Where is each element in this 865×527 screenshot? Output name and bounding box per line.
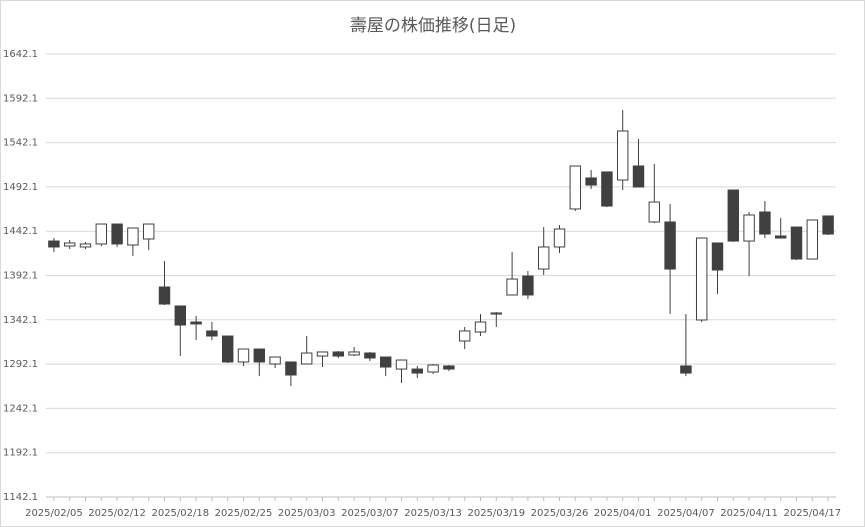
y-tick-label: 1192.1 [3,448,38,459]
x-tick-label: 2025/02/18 [151,508,209,519]
x-tick-label: 2025/02/05 [25,508,83,519]
candle-body [206,330,218,337]
x-tick-label: 2025/03/03 [278,508,336,519]
candle-body [632,165,645,188]
x-tick-label: 2025/03/07 [341,508,399,519]
candle-body [348,351,360,356]
x-tick-label: 2025/04/11 [720,508,778,519]
candle-body [127,227,139,246]
candle-body [506,278,518,296]
candle-body [490,312,503,315]
candle-body [680,365,692,374]
candle-body [585,177,597,186]
x-tick-label: 2025/02/12 [88,508,146,519]
candle-body [522,275,534,296]
y-tick-label: 1542.1 [3,138,38,149]
y-tick-label: 1442.1 [3,226,38,237]
candle-body [711,242,724,271]
chart-title: 壽屋の株価推移(日足) [350,16,516,36]
y-tick-label: 1292.1 [3,359,38,370]
candle-body [616,130,629,181]
candle-body [427,364,439,373]
candle-body [221,335,234,363]
candle-body [759,211,771,235]
y-tick-label: 1342.1 [3,315,38,326]
candle-body [332,351,345,357]
candle-body [727,189,740,242]
candle-body [79,243,92,248]
candle-body [95,223,108,245]
candle-body [269,356,281,365]
y-tick-label: 1642.1 [3,49,38,60]
candle-body [458,330,471,342]
candle-body [111,223,123,245]
candle-body [63,242,76,247]
candle-body [806,219,819,260]
candle-body [695,237,708,321]
candle-body [379,356,392,368]
candle-body [648,201,661,223]
candle-body [601,171,613,207]
candle-body [474,321,487,333]
candle-body [822,215,834,235]
candle-body [664,221,676,270]
y-tick-label: 1142.1 [3,492,38,503]
candle-body [569,165,582,210]
x-tick-label: 2025/02/25 [215,508,273,519]
x-tick-label: 2025/04/07 [657,508,715,519]
candle-body [48,240,60,248]
x-tick-label: 2025/04/17 [783,508,841,519]
y-tick-label: 1592.1 [3,93,38,104]
x-tick-label: 2025/04/01 [594,508,652,519]
candle-body [743,214,755,242]
candle-body [300,352,313,365]
y-tick-label: 1492.1 [3,182,38,193]
candle-body [537,246,550,270]
candle-body [790,226,803,260]
candle-body [395,359,408,370]
candle-body [253,348,266,363]
candle-body [443,365,455,370]
candle-body [364,352,376,359]
candle-body [553,228,566,248]
x-tick-label: 2025/03/13 [404,508,462,519]
candle-body [411,368,424,374]
candle-body [316,351,329,357]
candle-body [142,223,155,240]
candle-body [158,286,171,305]
x-tick-label: 2025/03/19 [467,508,525,519]
y-tick-label: 1392.1 [3,271,38,282]
candle-body [237,348,250,363]
candle-body [285,361,297,376]
candle-body [174,305,187,326]
candle-body [190,321,202,325]
candle-body [774,235,787,239]
x-tick-label: 2025/03/26 [531,508,589,519]
y-tick-label: 1242.1 [3,403,38,414]
